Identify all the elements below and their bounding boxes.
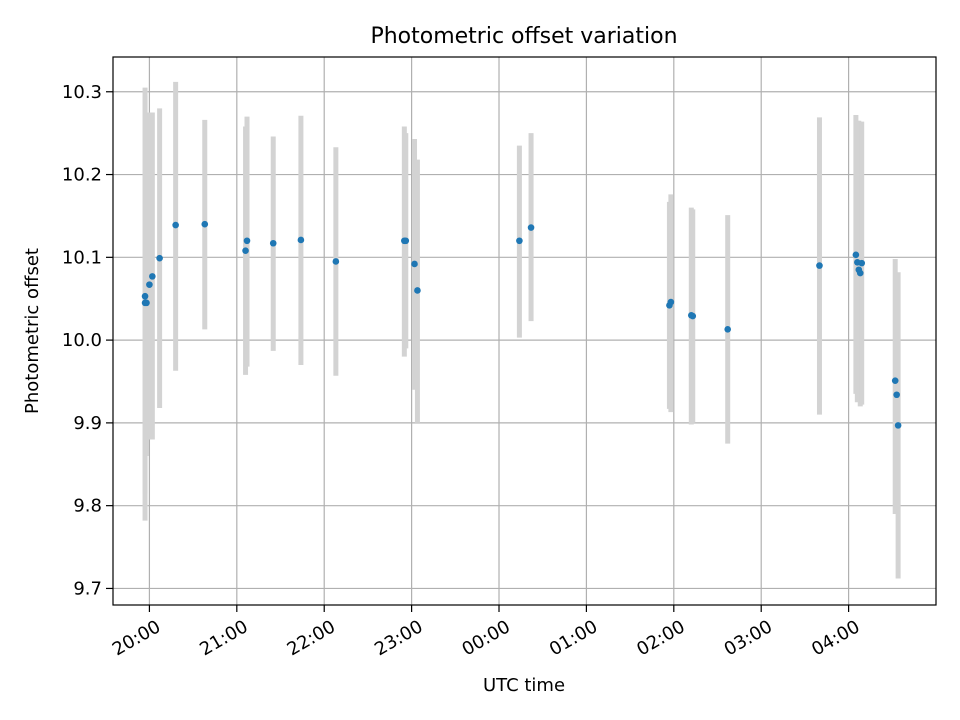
data-point xyxy=(402,237,410,245)
data-point xyxy=(816,262,823,269)
chart-title: Photometric offset variation xyxy=(370,24,677,49)
data-point xyxy=(689,312,697,320)
data-point xyxy=(527,224,535,231)
data-point xyxy=(856,269,864,277)
data-point xyxy=(297,236,305,244)
data-point xyxy=(201,220,209,228)
y-tick-label: 9.7 xyxy=(73,578,102,599)
data-point xyxy=(172,221,179,229)
data-point xyxy=(149,273,156,280)
data-point xyxy=(156,254,163,262)
y-tick-label: 10.1 xyxy=(62,247,102,268)
y-axis-ticks: 9.7 9.8 9.9 10.0 10.1 10.2 10.3 xyxy=(62,82,113,599)
data-point xyxy=(894,422,902,429)
data-point xyxy=(724,326,732,333)
y-tick-label: 9.8 xyxy=(73,496,102,517)
data-point xyxy=(141,292,149,300)
data-point xyxy=(667,298,675,306)
y-tick-label: 10.0 xyxy=(62,330,102,351)
data-point xyxy=(332,258,340,265)
data-point xyxy=(269,239,277,247)
data-points xyxy=(141,220,902,429)
data-point xyxy=(242,247,249,255)
data-point xyxy=(243,237,251,245)
data-point xyxy=(411,260,418,268)
y-tick-label: 10.3 xyxy=(62,82,102,103)
data-point xyxy=(852,251,860,259)
data-point xyxy=(858,259,866,267)
data-point xyxy=(143,299,150,307)
data-point xyxy=(516,237,523,245)
data-point xyxy=(891,377,899,384)
data-point xyxy=(414,287,421,294)
data-point xyxy=(893,391,900,399)
grid-lines xyxy=(113,57,936,605)
y-axis-label: Photometric offset xyxy=(22,248,43,414)
plot-frame xyxy=(112,56,937,606)
y-tick-label: 10.2 xyxy=(62,165,102,186)
y-tick-label: 9.9 xyxy=(73,413,102,434)
x-axis-label: UTC time xyxy=(483,675,565,696)
data-point xyxy=(146,281,153,288)
